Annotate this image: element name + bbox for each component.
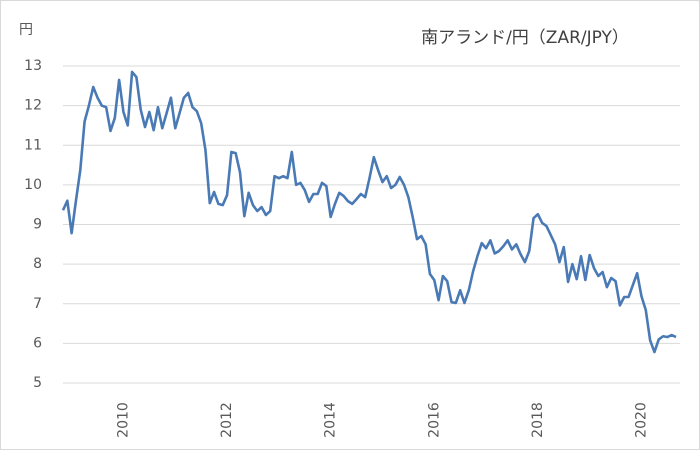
x-tick-label: 2018 xyxy=(530,402,546,438)
data-line xyxy=(61,70,677,354)
y-tick-label: 10 xyxy=(24,177,42,193)
y-axis-label: 円 xyxy=(19,22,33,38)
y-tick-label: 12 xyxy=(24,98,42,114)
y-tick-label: 9 xyxy=(33,217,42,233)
x-tick-label: 2014 xyxy=(323,402,339,438)
chart-title: 南アランド/円（ZAR/JPY） xyxy=(421,28,629,48)
y-tick-label: 13 xyxy=(24,58,42,74)
y-tick-label: 11 xyxy=(24,137,42,153)
x-tick-label: 2020 xyxy=(633,402,649,438)
x-tick-label: 2010 xyxy=(115,402,131,438)
x-tick-label: 2016 xyxy=(426,402,442,438)
y-tick-label: 6 xyxy=(33,335,42,351)
y-tick-label: 7 xyxy=(33,296,42,312)
y-tick-label: 5 xyxy=(33,375,42,391)
x-tick-label: 2012 xyxy=(219,402,235,438)
y-tick-label: 8 xyxy=(33,256,42,272)
